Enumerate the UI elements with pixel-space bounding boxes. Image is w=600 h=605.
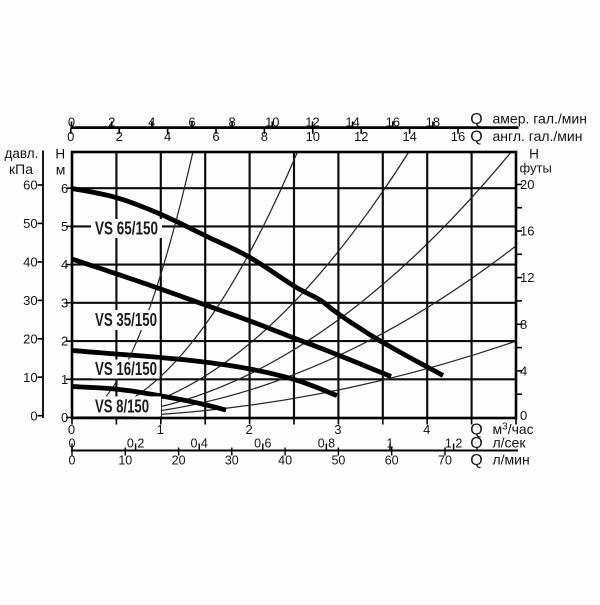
- svg-text:0: 0: [520, 408, 527, 423]
- svg-text:60: 60: [23, 178, 37, 193]
- svg-text:Q: Q: [470, 111, 482, 128]
- svg-text:VS 35/150: VS 35/150: [95, 310, 157, 330]
- svg-text:20: 20: [23, 331, 37, 346]
- svg-text:14: 14: [402, 129, 416, 144]
- svg-text:3: 3: [334, 422, 341, 437]
- svg-text:40: 40: [23, 255, 37, 270]
- svg-text:8: 8: [261, 129, 268, 144]
- svg-text:18: 18: [426, 114, 440, 129]
- svg-text:л/мин: л/мин: [493, 451, 530, 467]
- svg-text:4: 4: [520, 364, 527, 379]
- svg-text:4: 4: [423, 422, 430, 437]
- svg-text:кПа: кПа: [9, 161, 33, 177]
- svg-text:20: 20: [520, 177, 534, 192]
- svg-text:4: 4: [148, 114, 155, 129]
- svg-text:2: 2: [61, 334, 68, 349]
- svg-text:10: 10: [118, 454, 132, 468]
- svg-text:1: 1: [61, 372, 68, 387]
- svg-text:70: 70: [438, 454, 452, 468]
- svg-text:3: 3: [61, 295, 68, 310]
- svg-text:Q: Q: [470, 452, 482, 469]
- svg-text:10: 10: [265, 114, 279, 129]
- svg-text:0,4: 0,4: [191, 436, 208, 450]
- svg-text:1,2: 1,2: [445, 436, 462, 450]
- svg-text:20: 20: [172, 454, 186, 468]
- svg-text:16: 16: [520, 224, 534, 239]
- svg-text:H: H: [55, 147, 65, 162]
- svg-text:Q: Q: [470, 128, 482, 145]
- svg-text:м: м: [56, 162, 66, 178]
- svg-text:6: 6: [188, 114, 195, 129]
- svg-text:12: 12: [520, 270, 534, 285]
- svg-text:давл.: давл.: [5, 146, 39, 161]
- svg-text:14: 14: [345, 114, 359, 129]
- svg-text:12: 12: [354, 129, 368, 144]
- svg-text:2: 2: [245, 422, 252, 437]
- svg-text:6: 6: [212, 129, 219, 144]
- svg-text:50: 50: [23, 216, 37, 231]
- svg-text:16: 16: [386, 114, 400, 129]
- svg-text:16: 16: [451, 129, 465, 144]
- svg-text:0: 0: [68, 422, 75, 437]
- svg-text:0: 0: [30, 408, 37, 423]
- svg-text:л/сек: л/сек: [493, 434, 527, 450]
- svg-text:40: 40: [278, 454, 292, 468]
- svg-text:8: 8: [520, 317, 527, 332]
- svg-text:0: 0: [68, 114, 75, 129]
- svg-text:H: H: [529, 147, 539, 162]
- svg-text:12: 12: [305, 114, 319, 129]
- svg-text:2: 2: [116, 129, 123, 144]
- svg-text:VS 8/150: VS 8/150: [95, 397, 149, 417]
- svg-text:10: 10: [23, 370, 37, 385]
- svg-text:6: 6: [61, 181, 68, 196]
- svg-text:0: 0: [67, 129, 74, 144]
- svg-text:VS 65/150: VS 65/150: [95, 219, 158, 239]
- svg-text:30: 30: [23, 293, 37, 308]
- svg-text:1: 1: [157, 422, 164, 437]
- svg-text:4: 4: [164, 129, 171, 144]
- svg-text:30: 30: [225, 454, 239, 468]
- svg-text:англ. гал./мин: англ. гал./мин: [493, 128, 583, 144]
- svg-text:60: 60: [385, 454, 399, 468]
- svg-text:50: 50: [331, 454, 345, 468]
- svg-text:5: 5: [61, 219, 68, 234]
- svg-text:0: 0: [69, 436, 76, 450]
- svg-text:футы: футы: [520, 161, 552, 176]
- svg-text:0: 0: [61, 410, 68, 425]
- svg-text:0,8: 0,8: [318, 436, 335, 450]
- svg-text:Q: Q: [470, 435, 482, 452]
- svg-text:Q: Q: [470, 421, 482, 438]
- svg-text:10: 10: [306, 129, 320, 144]
- svg-text:0: 0: [69, 454, 76, 468]
- svg-text:2: 2: [108, 114, 115, 129]
- svg-text:амер. гал./мин: амер. гал./мин: [493, 110, 587, 126]
- svg-text:0,2: 0,2: [127, 436, 144, 450]
- svg-text:0,6: 0,6: [254, 436, 271, 450]
- svg-text:1: 1: [387, 436, 394, 450]
- svg-text:VS 16/150: VS 16/150: [95, 359, 157, 379]
- svg-text:8: 8: [228, 114, 235, 129]
- svg-text:4: 4: [61, 257, 68, 272]
